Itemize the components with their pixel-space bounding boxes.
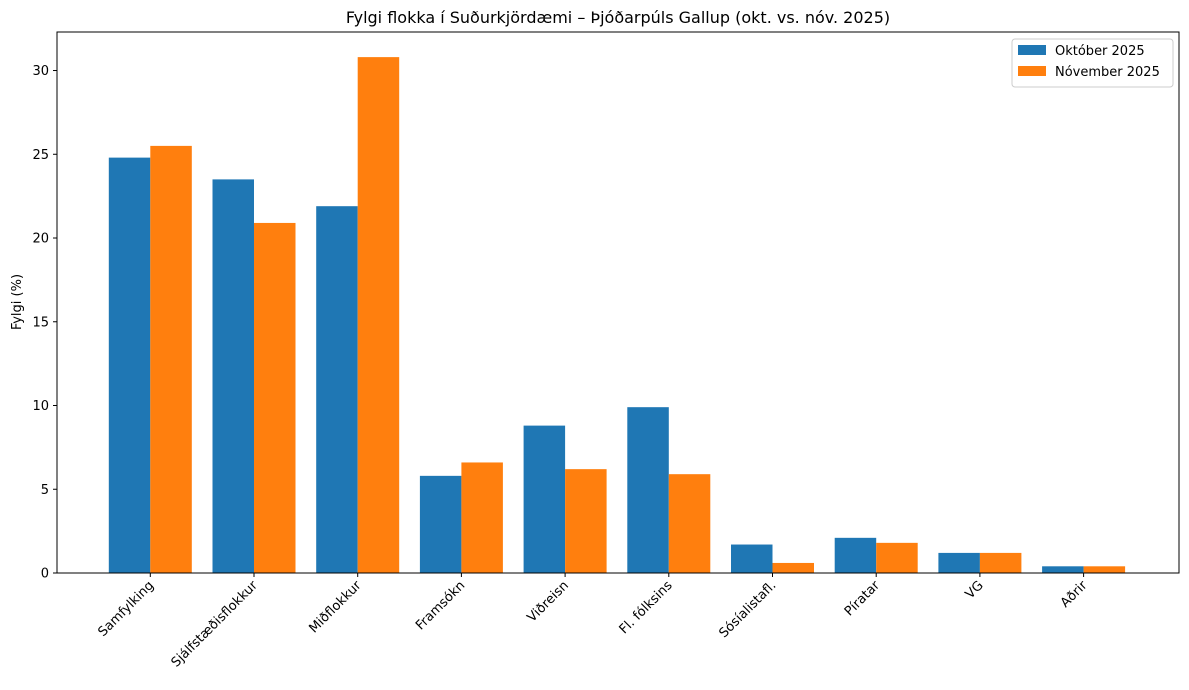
bars-group: [108, 57, 1126, 574]
bar-november-vg: [979, 552, 1022, 573]
bar-november-mi-flokkur: [357, 57, 400, 574]
y-tick-label: 5: [41, 483, 49, 498]
bar-november-fl-folksins: [668, 474, 711, 573]
bar-oktober-framsokn: [419, 475, 462, 573]
bar-oktober-a-rir: [1042, 566, 1084, 573]
bar-oktober-mi-flokkur: [316, 206, 358, 573]
bar-oktober-piratar: [834, 537, 877, 573]
bar-november-vi-reisn: [565, 469, 607, 573]
x-tick-label-sosialistafl: Sósíalistafl.: [716, 578, 779, 641]
y-tick-label: 30: [32, 64, 49, 79]
bar-november-samfylking: [150, 145, 192, 573]
y-axis-ticks: 0 5 10 15 20 25 30: [32, 64, 57, 582]
x-tick-label-framsokn: Framsókn: [413, 578, 468, 633]
bar-oktober-vg: [938, 552, 980, 573]
x-tick-label-a-rir: Aðrir: [1058, 578, 1091, 611]
bar-oktober-sosialistafl: [731, 544, 773, 573]
x-tick-label-samfylking: Samfylking: [95, 578, 157, 640]
legend-label-oktober: Október 2025: [1055, 44, 1145, 59]
y-axis-label: Fylgi (%): [10, 274, 25, 330]
bar-november-piratar: [876, 542, 918, 573]
plot-frame: [56, 31, 1180, 574]
bar-november-sosialistafl: [772, 562, 814, 573]
x-axis-ticks: Samfylking Sjálfstæðisflokkur Miðflokkur Fr…: [95, 573, 1091, 671]
x-tick-label-piratar: Píratar: [842, 578, 884, 620]
bar-november-sjalfst-isflokkur: [254, 222, 296, 573]
bar-oktober-samfylking: [108, 157, 151, 573]
bar-oktober-sjalfst-isflokkur: [212, 179, 254, 573]
y-tick-label: 15: [32, 315, 49, 330]
chart-title: Fylgi flokka í Suðurkjördæmi – Þjóðarpúl…: [346, 8, 890, 27]
x-tick-label-vg: VG: [963, 578, 987, 602]
legend: Október 2025 Nóvember 2025: [1011, 38, 1174, 88]
legend-frame: [1011, 38, 1174, 88]
y-tick-label: 10: [32, 399, 49, 414]
bar-oktober-vi-reisn: [523, 425, 566, 573]
x-tick-label-vi-reisn: Viðreisn: [525, 578, 572, 625]
bar-november-a-rir: [1083, 566, 1126, 573]
x-tick-label-sjalfst-isflokkur: Sjálfstæðisflokkur: [169, 578, 262, 671]
legend-label-november: Nóvember 2025: [1055, 65, 1160, 80]
x-tick-label-fl-folksins: Fl. fólksins: [617, 578, 676, 637]
bar-oktober-fl-folksins: [627, 407, 669, 573]
y-tick-label: 0: [41, 567, 49, 582]
y-tick-label: 20: [32, 232, 49, 247]
legend-swatch-oktober: [1018, 45, 1046, 55]
bar-november-framsokn: [461, 462, 503, 573]
x-tick-label-mi-flokkur: Miðflokkur: [306, 578, 365, 637]
legend-swatch-november: [1018, 66, 1046, 76]
y-tick-label: 25: [32, 148, 49, 163]
